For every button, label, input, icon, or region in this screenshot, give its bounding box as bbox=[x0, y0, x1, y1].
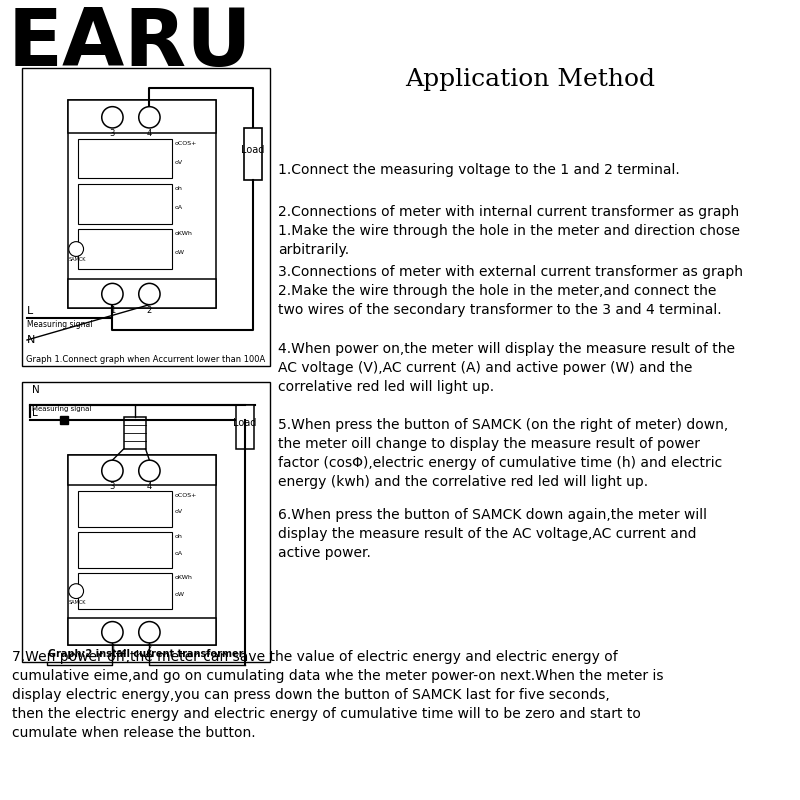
Text: 7.Wen power off,the meter can save the value of electric energy and electric ene: 7.Wen power off,the meter can save the v… bbox=[12, 650, 663, 740]
Bar bbox=[78, 230, 171, 269]
Text: oKWh: oKWh bbox=[174, 231, 193, 236]
Text: Measuring signal: Measuring signal bbox=[32, 406, 91, 412]
Text: oV: oV bbox=[174, 159, 182, 165]
Text: 1: 1 bbox=[110, 306, 115, 314]
Text: oW: oW bbox=[174, 592, 185, 597]
Text: 5.When press the button of SAMCK (on the right of meter) down,
the meter oill ch: 5.When press the button of SAMCK (on the… bbox=[278, 418, 728, 489]
Circle shape bbox=[138, 283, 160, 305]
Text: SAMCK: SAMCK bbox=[69, 599, 86, 605]
Circle shape bbox=[138, 460, 160, 482]
Text: L: L bbox=[27, 306, 34, 316]
Text: 1.Connect the measuring voltage to the 1 and 2 terminal.: 1.Connect the measuring voltage to the 1… bbox=[278, 163, 680, 177]
Text: oCOS+: oCOS+ bbox=[174, 493, 197, 498]
Circle shape bbox=[102, 460, 123, 482]
Text: N: N bbox=[32, 385, 40, 395]
Bar bbox=[78, 490, 171, 526]
Circle shape bbox=[102, 106, 123, 128]
Bar bbox=[78, 532, 171, 568]
Text: oCOS+: oCOS+ bbox=[174, 141, 197, 146]
Text: 1: 1 bbox=[110, 644, 115, 653]
Text: SAMCK: SAMCK bbox=[69, 258, 86, 262]
Text: 2.Connections of meter with internal current transformer as graph
1.Make the wir: 2.Connections of meter with internal cur… bbox=[278, 205, 740, 257]
Bar bbox=[78, 573, 171, 609]
Text: 4.When power on,the meter will display the measure result of the
AC voltage (V),: 4.When power on,the meter will display t… bbox=[278, 342, 735, 394]
Text: oh: oh bbox=[174, 186, 182, 191]
Text: Application Method: Application Method bbox=[405, 68, 655, 91]
Bar bbox=[78, 139, 171, 178]
Text: oh: oh bbox=[174, 534, 182, 539]
Circle shape bbox=[102, 622, 123, 643]
Circle shape bbox=[138, 622, 160, 643]
Circle shape bbox=[69, 242, 83, 257]
Text: N: N bbox=[27, 335, 35, 345]
Text: oW: oW bbox=[174, 250, 185, 255]
Text: 2: 2 bbox=[146, 644, 152, 653]
Text: oA: oA bbox=[174, 205, 182, 210]
Text: oV: oV bbox=[174, 510, 182, 514]
Bar bbox=[22, 68, 270, 366]
Bar bbox=[78, 184, 171, 223]
Text: 3: 3 bbox=[110, 482, 115, 491]
Bar bbox=[244, 128, 262, 180]
Circle shape bbox=[138, 106, 160, 128]
Bar bbox=[236, 405, 254, 449]
Text: 4: 4 bbox=[146, 129, 152, 138]
Text: Graph:2 install current transformer: Graph:2 install current transformer bbox=[48, 649, 244, 659]
Text: Load: Load bbox=[242, 145, 265, 155]
Bar bbox=[68, 455, 216, 486]
Text: Load: Load bbox=[234, 418, 257, 428]
Text: oKWh: oKWh bbox=[174, 575, 193, 580]
Circle shape bbox=[69, 584, 83, 598]
Bar bbox=[68, 455, 216, 645]
Bar bbox=[68, 618, 216, 645]
Text: Graph 1.Connect graph when Accurrent lower than 100A: Graph 1.Connect graph when Accurrent low… bbox=[26, 355, 266, 364]
Text: 6.When press the button of SAMCK down again,the meter will
display the measure r: 6.When press the button of SAMCK down ag… bbox=[278, 508, 707, 560]
Bar bbox=[68, 100, 216, 134]
Circle shape bbox=[102, 283, 123, 305]
Text: oA: oA bbox=[174, 550, 182, 556]
Bar bbox=[68, 100, 216, 308]
Bar bbox=[22, 382, 270, 662]
Text: 2: 2 bbox=[146, 306, 152, 314]
Bar bbox=[68, 279, 216, 308]
Text: 4: 4 bbox=[146, 482, 152, 491]
Text: Measuring signal: Measuring signal bbox=[27, 320, 93, 329]
Text: 3: 3 bbox=[110, 129, 115, 138]
Bar bbox=[60, 416, 68, 424]
Text: L: L bbox=[32, 408, 38, 418]
Text: EARU: EARU bbox=[8, 5, 253, 83]
Text: 3.Connections of meter with external current transformer as graph
2.Make the wir: 3.Connections of meter with external cur… bbox=[278, 265, 743, 317]
Bar bbox=[124, 417, 146, 449]
